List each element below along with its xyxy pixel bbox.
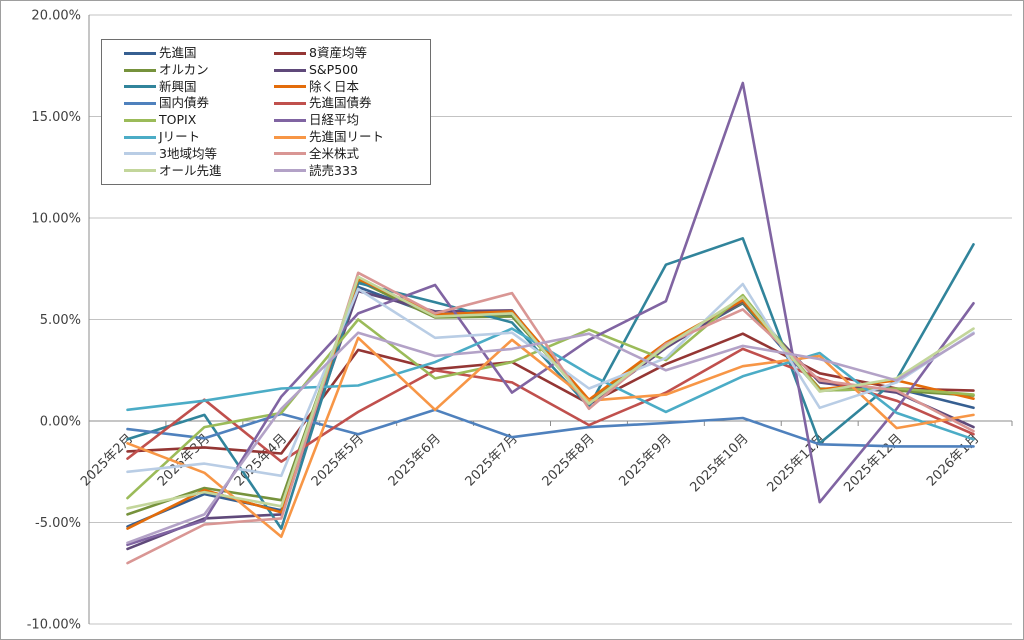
legend-label: S&P500	[309, 61, 359, 77]
legend-label: Jリート	[159, 128, 201, 144]
legend-item-8資産均等: 8資産均等	[274, 45, 424, 62]
legend-label: 3地域均等	[159, 145, 217, 161]
legend-label: 国内債券	[159, 95, 210, 111]
legend-line-swatch	[124, 102, 156, 106]
y-axis-tick-label: -5.00%	[35, 516, 81, 531]
series-line-先進国リート	[126, 336, 975, 539]
legend-item-オール先進: オール先進	[124, 162, 274, 179]
series-line-3地域均等	[126, 282, 975, 478]
series-line-オール先進	[126, 275, 975, 510]
legend-item-Jリート: Jリート	[124, 129, 274, 146]
series-line-日経平均	[126, 81, 975, 547]
legend-line-swatch	[274, 102, 306, 106]
legend-line-swatch	[274, 152, 306, 156]
y-axis-tick-label: -10.00%	[27, 618, 81, 633]
legend-line-swatch	[124, 118, 156, 122]
legend-item-日経平均: 日経平均	[274, 112, 424, 129]
x-axis-tick-label: 2025年8月	[540, 431, 598, 489]
legend-label: 全米株式	[309, 145, 360, 161]
series-line-除く日本	[126, 277, 975, 530]
legend-item-S&P500: S&P500	[274, 62, 424, 79]
x-axis-tick-label: 2025年9月	[616, 431, 674, 489]
legend-line-swatch	[124, 85, 156, 89]
legend-line-swatch	[274, 85, 306, 89]
legend-line-swatch	[124, 68, 156, 72]
x-axis-tick-label: 2025年6月	[386, 431, 444, 489]
legend-item-全米株式: 全米株式	[274, 146, 424, 163]
legend-line-swatch	[274, 68, 306, 72]
legend-line-swatch	[124, 152, 156, 156]
legend-label: オルカン	[159, 61, 209, 77]
legend-label: 読売333	[309, 162, 358, 178]
legend: 先進国 8資産均等オルカン S&P500 新興国 除く日本国内債券 先進国債券 TOPIX 日…	[101, 39, 431, 185]
y-axis-tick-label: 20.00%	[31, 9, 81, 24]
legend-item-3地域均等: 3地域均等	[124, 146, 274, 163]
legend-label: 先進国	[159, 44, 197, 60]
y-axis-tick-label: 0.00%	[40, 415, 81, 430]
y-axis-tick-label: 15.00%	[31, 110, 81, 125]
legend-item-国内債券: 国内債券	[124, 95, 274, 112]
legend-line-swatch	[274, 51, 306, 55]
y-axis-tick-label: 5.00%	[40, 313, 81, 328]
legend-line-swatch	[274, 135, 306, 139]
legend-label: 先進国リート	[309, 128, 385, 144]
legend-label: 新興国	[159, 78, 197, 94]
x-axis-tick-label: 2025年7月	[463, 431, 521, 489]
legend-label: 除く日本	[309, 78, 360, 94]
legend-label: 8資産均等	[309, 44, 367, 60]
series-line-全米株式	[126, 271, 975, 565]
legend-item-先進国債券: 先進国債券	[274, 95, 424, 112]
legend-label: 日経平均	[309, 112, 360, 128]
legend-item-オルカン: オルカン	[124, 62, 274, 79]
legend-line-swatch	[274, 118, 306, 122]
x-axis-tick-label: 2025年10月	[688, 431, 752, 495]
legend-item-除く日本: 除く日本	[274, 78, 424, 95]
legend-item-先進国: 先進国	[124, 45, 274, 62]
legend-label: TOPIX	[159, 112, 197, 128]
legend-line-swatch	[274, 169, 306, 173]
legend-item-先進国リート: 先進国リート	[274, 129, 424, 146]
legend-line-swatch	[124, 135, 156, 139]
legend-label: オール先進	[159, 162, 222, 178]
legend-item-読売333: 読売333	[274, 162, 424, 179]
legend-item-TOPIX: TOPIX	[124, 112, 274, 129]
series-line-読売333	[126, 331, 975, 545]
y-axis-tick-label: 10.00%	[31, 212, 81, 227]
legend-line-swatch	[124, 169, 156, 173]
legend-label: 先進国債券	[309, 95, 372, 111]
x-axis-tick-label: 2025年3月	[155, 431, 213, 489]
legend-line-swatch	[124, 51, 156, 55]
legend-item-新興国: 新興国	[124, 78, 274, 95]
